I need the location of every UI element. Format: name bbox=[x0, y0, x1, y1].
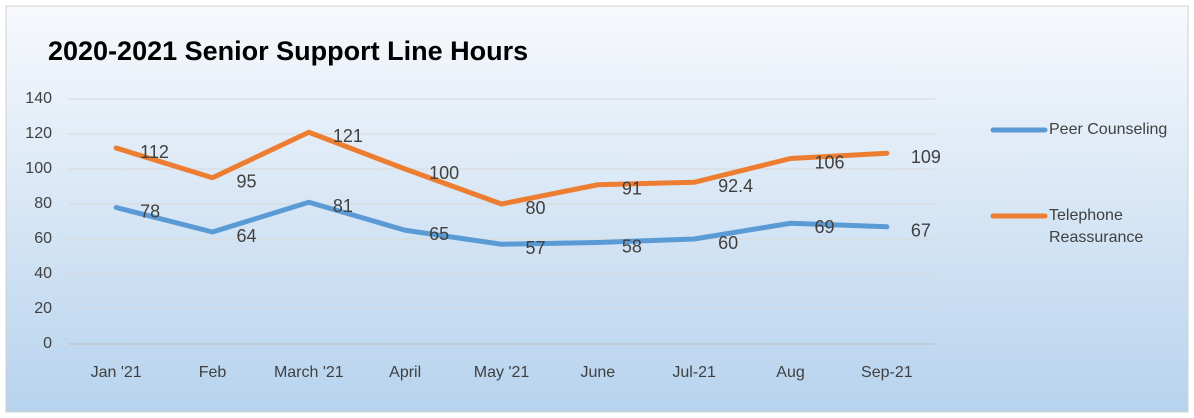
data-label: 112 bbox=[140, 142, 169, 162]
data-label: 67 bbox=[911, 221, 931, 241]
x-tick-label: March '21 bbox=[274, 364, 344, 381]
y-tick-label: 0 bbox=[43, 335, 52, 352]
data-label: 58 bbox=[622, 236, 642, 256]
data-label: 65 bbox=[429, 224, 449, 244]
data-label: 57 bbox=[526, 238, 546, 258]
y-tick-label: 60 bbox=[34, 230, 52, 247]
data-label: 106 bbox=[815, 152, 845, 172]
data-label: 81 bbox=[333, 196, 353, 216]
data-label: 91 bbox=[622, 179, 642, 199]
x-tick-label: April bbox=[389, 364, 421, 381]
series-line bbox=[113, 129, 890, 207]
x-tick-label: Jan '21 bbox=[91, 364, 142, 381]
x-tick-label: Aug bbox=[776, 364, 804, 381]
x-tick-label: Feb bbox=[199, 364, 227, 381]
data-label: 100 bbox=[429, 163, 459, 183]
x-tick-label: Jul-21 bbox=[672, 364, 716, 381]
data-label: 92.4 bbox=[718, 176, 753, 196]
data-label: 109 bbox=[911, 147, 941, 167]
series-line bbox=[113, 199, 890, 247]
chart-title: 2020-2021 Senior Support Line Hours bbox=[48, 36, 528, 66]
data-label: 121 bbox=[333, 126, 363, 146]
x-tick-label: May '21 bbox=[474, 364, 530, 381]
y-tick-label: 100 bbox=[25, 160, 52, 177]
x-tick-label: June bbox=[580, 364, 615, 381]
y-tick-label: 20 bbox=[34, 300, 52, 317]
y-tick-label: 140 bbox=[25, 90, 52, 107]
data-label: 64 bbox=[237, 226, 257, 246]
legend-label: Peer Counseling bbox=[1049, 121, 1168, 138]
data-label: 80 bbox=[526, 198, 546, 218]
background bbox=[5, 5, 1189, 413]
data-label: 95 bbox=[237, 172, 257, 192]
y-tick-label: 120 bbox=[25, 125, 52, 142]
y-tick-label: 80 bbox=[34, 195, 52, 212]
data-label: 60 bbox=[718, 233, 738, 253]
y-tick-label: 40 bbox=[34, 265, 52, 282]
x-tick-label: Sep-21 bbox=[861, 364, 913, 381]
data-label: 69 bbox=[815, 217, 835, 237]
legend-label: Telephone Reassurance bbox=[1049, 207, 1144, 246]
data-label: 78 bbox=[140, 201, 160, 221]
